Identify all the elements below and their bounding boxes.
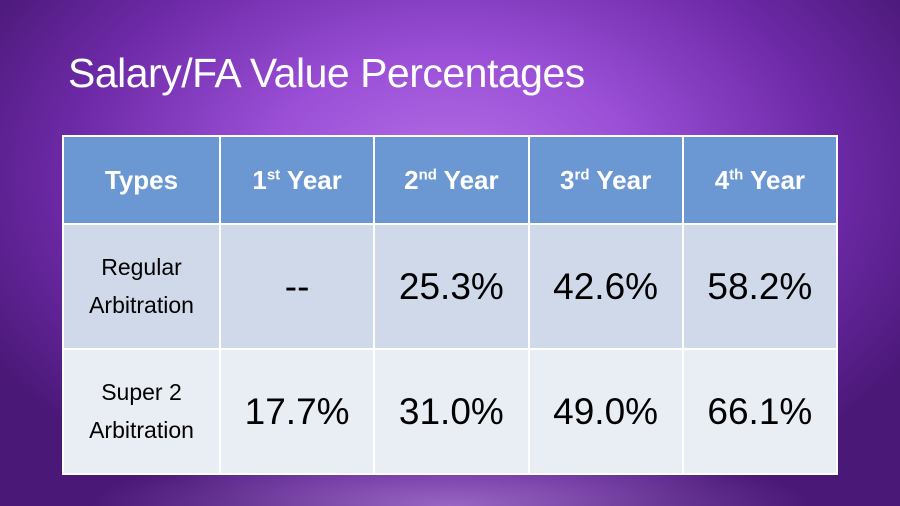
- cell-value: 49.0%: [527, 348, 684, 475]
- cell-value: 58.2%: [681, 223, 839, 350]
- slide-title: Salary/FA Value Percentages: [68, 50, 585, 96]
- header-types: Types: [62, 135, 221, 225]
- header-year-3: 3rd Year: [527, 135, 684, 225]
- table-row: Regular Arbitration -- 25.3% 42.6% 58.2%: [62, 223, 839, 350]
- row-type: Super 2 Arbitration: [62, 348, 221, 475]
- table-row: Super 2 Arbitration 17.7% 31.0% 49.0% 66.…: [62, 348, 839, 475]
- cell-value: 31.0%: [373, 348, 530, 475]
- cell-value: 25.3%: [373, 223, 530, 350]
- cell-value: 42.6%: [527, 223, 684, 350]
- cell-value: --: [218, 223, 376, 350]
- percentages-table: Types 1st Year 2nd Year 3rd Year 4th Yea…: [62, 135, 839, 475]
- row-type: Regular Arbitration: [62, 223, 221, 350]
- header-year-2: 2nd Year: [373, 135, 530, 225]
- cell-value: 17.7%: [218, 348, 376, 475]
- cell-value: 66.1%: [681, 348, 839, 475]
- header-year-1: 1st Year: [218, 135, 376, 225]
- header-row: Types 1st Year 2nd Year 3rd Year 4th Yea…: [62, 135, 839, 225]
- header-year-4: 4th Year: [681, 135, 839, 225]
